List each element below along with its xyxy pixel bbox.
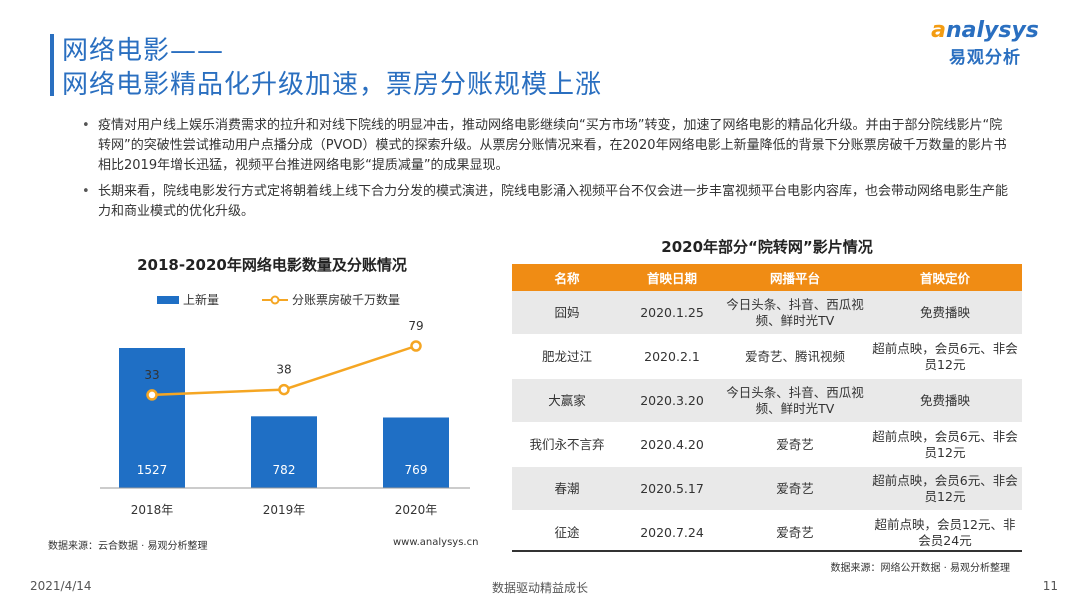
cell-name: 大赢家 — [512, 378, 622, 423]
bar — [251, 416, 317, 488]
x-tick-label: 2018年 — [131, 503, 174, 517]
bar-value-label: 1527 — [137, 463, 168, 477]
table-bottom-rule — [512, 550, 1022, 552]
cell-date: 2020.5.17 — [622, 466, 722, 511]
table-source: 数据来源：网络公开数据 · 易观分析整理 — [830, 563, 1010, 574]
legend-label-bar: 上新量 — [183, 292, 219, 307]
page-title-line2: 网络电影精品化升级加速，票房分账规模上涨 — [62, 70, 603, 100]
chart-source: 数据来源：云合数据 · 易观分析整理 — [48, 541, 208, 552]
table-row: 征途 2020.7.24 爱奇艺 超前点映，会员12元、非会员24元 — [512, 510, 1022, 555]
cell-date: 2020.1.25 — [622, 291, 722, 335]
line-point — [146, 389, 158, 401]
table-row: 大赢家 2020.3.20 今日头条、抖音、西瓜视频、鲜时光TV 免费播映 — [512, 378, 1022, 423]
line-value-label: 38 — [276, 363, 291, 377]
table-title: 2020年部分“院转网”影片情况 — [661, 238, 873, 256]
cell-name: 春潮 — [512, 466, 622, 511]
bar-value-label: 782 — [273, 463, 296, 477]
column-header-platform: 网播平台 — [722, 264, 868, 291]
cell-platform: 今日头条、抖音、西瓜视频、鲜时光TV — [722, 291, 868, 335]
cell-price: 超前点映，会员6元、非会员12元 — [868, 422, 1022, 467]
line-point — [278, 383, 290, 396]
bullet-item: 长期来看，院线电影发行方式定将朝着线上线下合力分发的模式演进，院线电影涌入视频平… — [82, 182, 1012, 222]
cell-date: 2020.4.20 — [622, 422, 722, 467]
table-row: 春潮 2020.5.17 爱奇艺 超前点映，会员6元、非会员12元 — [512, 466, 1022, 511]
cell-date: 2020.3.20 — [622, 378, 722, 423]
chart-title: 2018-2020年网络电影数量及分账情况 — [137, 256, 407, 274]
table-row: 囧妈 2020.1.25 今日头条、抖音、西瓜视频、鲜时光TV 免费播映 — [512, 291, 1022, 335]
page-title-line1: 网络电影—— — [62, 36, 225, 66]
logo-wordmark: analysys — [931, 18, 1039, 43]
cell-name: 我们永不言弃 — [512, 422, 622, 467]
legend-marker-line — [270, 295, 280, 305]
cell-name: 征途 — [512, 510, 622, 555]
footer-date: 2021/4/14 — [30, 579, 92, 593]
x-tick-label: 2019年 — [263, 503, 306, 517]
column-header-date: 首映日期 — [622, 264, 722, 291]
page-number: 11 — [1042, 579, 1058, 593]
bullet-list: 疫情对用户线上娱乐消费需求的拉升和对线下院线的明显冲击，推动网络电影继续向“买方… — [82, 116, 1012, 228]
footer-slogan: 数据驱动精益成长 — [491, 581, 588, 595]
cell-platform: 爱奇艺 — [722, 466, 868, 511]
analysys-logo: analysys 易观分析 — [920, 18, 1050, 68]
bar — [383, 417, 449, 488]
title-accent-bar — [50, 34, 54, 96]
table-header-row: 名称 首映日期 网播平台 首映定价 — [512, 264, 1022, 291]
cell-platform: 爱奇艺 — [722, 510, 868, 555]
column-header-name: 名称 — [512, 264, 622, 291]
bullet-item: 疫情对用户线上娱乐消费需求的拉升和对线下院线的明显冲击，推动网络电影继续向“买方… — [82, 116, 1012, 176]
cell-platform: 爱奇艺 — [722, 422, 868, 467]
cell-name: 肥龙过江 — [512, 334, 622, 379]
line-point — [410, 340, 422, 352]
cell-platform: 爱奇艺、腾讯视频 — [722, 334, 868, 379]
cell-price: 超前点映，会员6元、非会员12元 — [868, 334, 1022, 379]
cell-name: 囧妈 — [512, 291, 622, 335]
bar-value-label: 769 — [405, 463, 428, 477]
cell-price: 免费播映 — [868, 291, 1022, 335]
table-row: 我们永不言弃 2020.4.20 爱奇艺 超前点映，会员6元、非会员12元 — [512, 422, 1022, 467]
legend-swatch-bar — [157, 296, 179, 304]
cell-date: 2020.7.24 — [622, 510, 722, 555]
films-table: 名称 首映日期 网播平台 首映定价 囧妈 2020.1.25 今日头条、抖音、西… — [512, 264, 1022, 555]
line-value-label: 33 — [144, 368, 159, 382]
cell-price: 超前点映，会员6元、非会员12元 — [868, 466, 1022, 511]
column-header-price: 首映定价 — [868, 264, 1022, 291]
line-value-label: 79 — [408, 319, 423, 333]
logo-chinese: 易观分析 — [949, 48, 1021, 68]
cell-price: 超前点映，会员12元、非会员24元 — [868, 510, 1022, 555]
legend-label-line: 分账票房破千万数量 — [292, 292, 400, 307]
bar — [119, 348, 185, 488]
cell-price: 免费播映 — [868, 378, 1022, 423]
x-tick-label: 2020年 — [395, 503, 438, 517]
cell-platform: 今日头条、抖音、西瓜视频、鲜时光TV — [722, 378, 868, 423]
combo-chart: 上新量 分账票房破千万数量 1527 782 769 2018年 2019年 2020年 33 3… — [100, 292, 470, 517]
cell-date: 2020.2.1 — [622, 334, 722, 379]
chart-website: www.analysys.cn — [393, 537, 479, 548]
table-row: 肥龙过江 2020.2.1 爱奇艺、腾讯视频 超前点映，会员6元、非会员12元 — [512, 334, 1022, 379]
